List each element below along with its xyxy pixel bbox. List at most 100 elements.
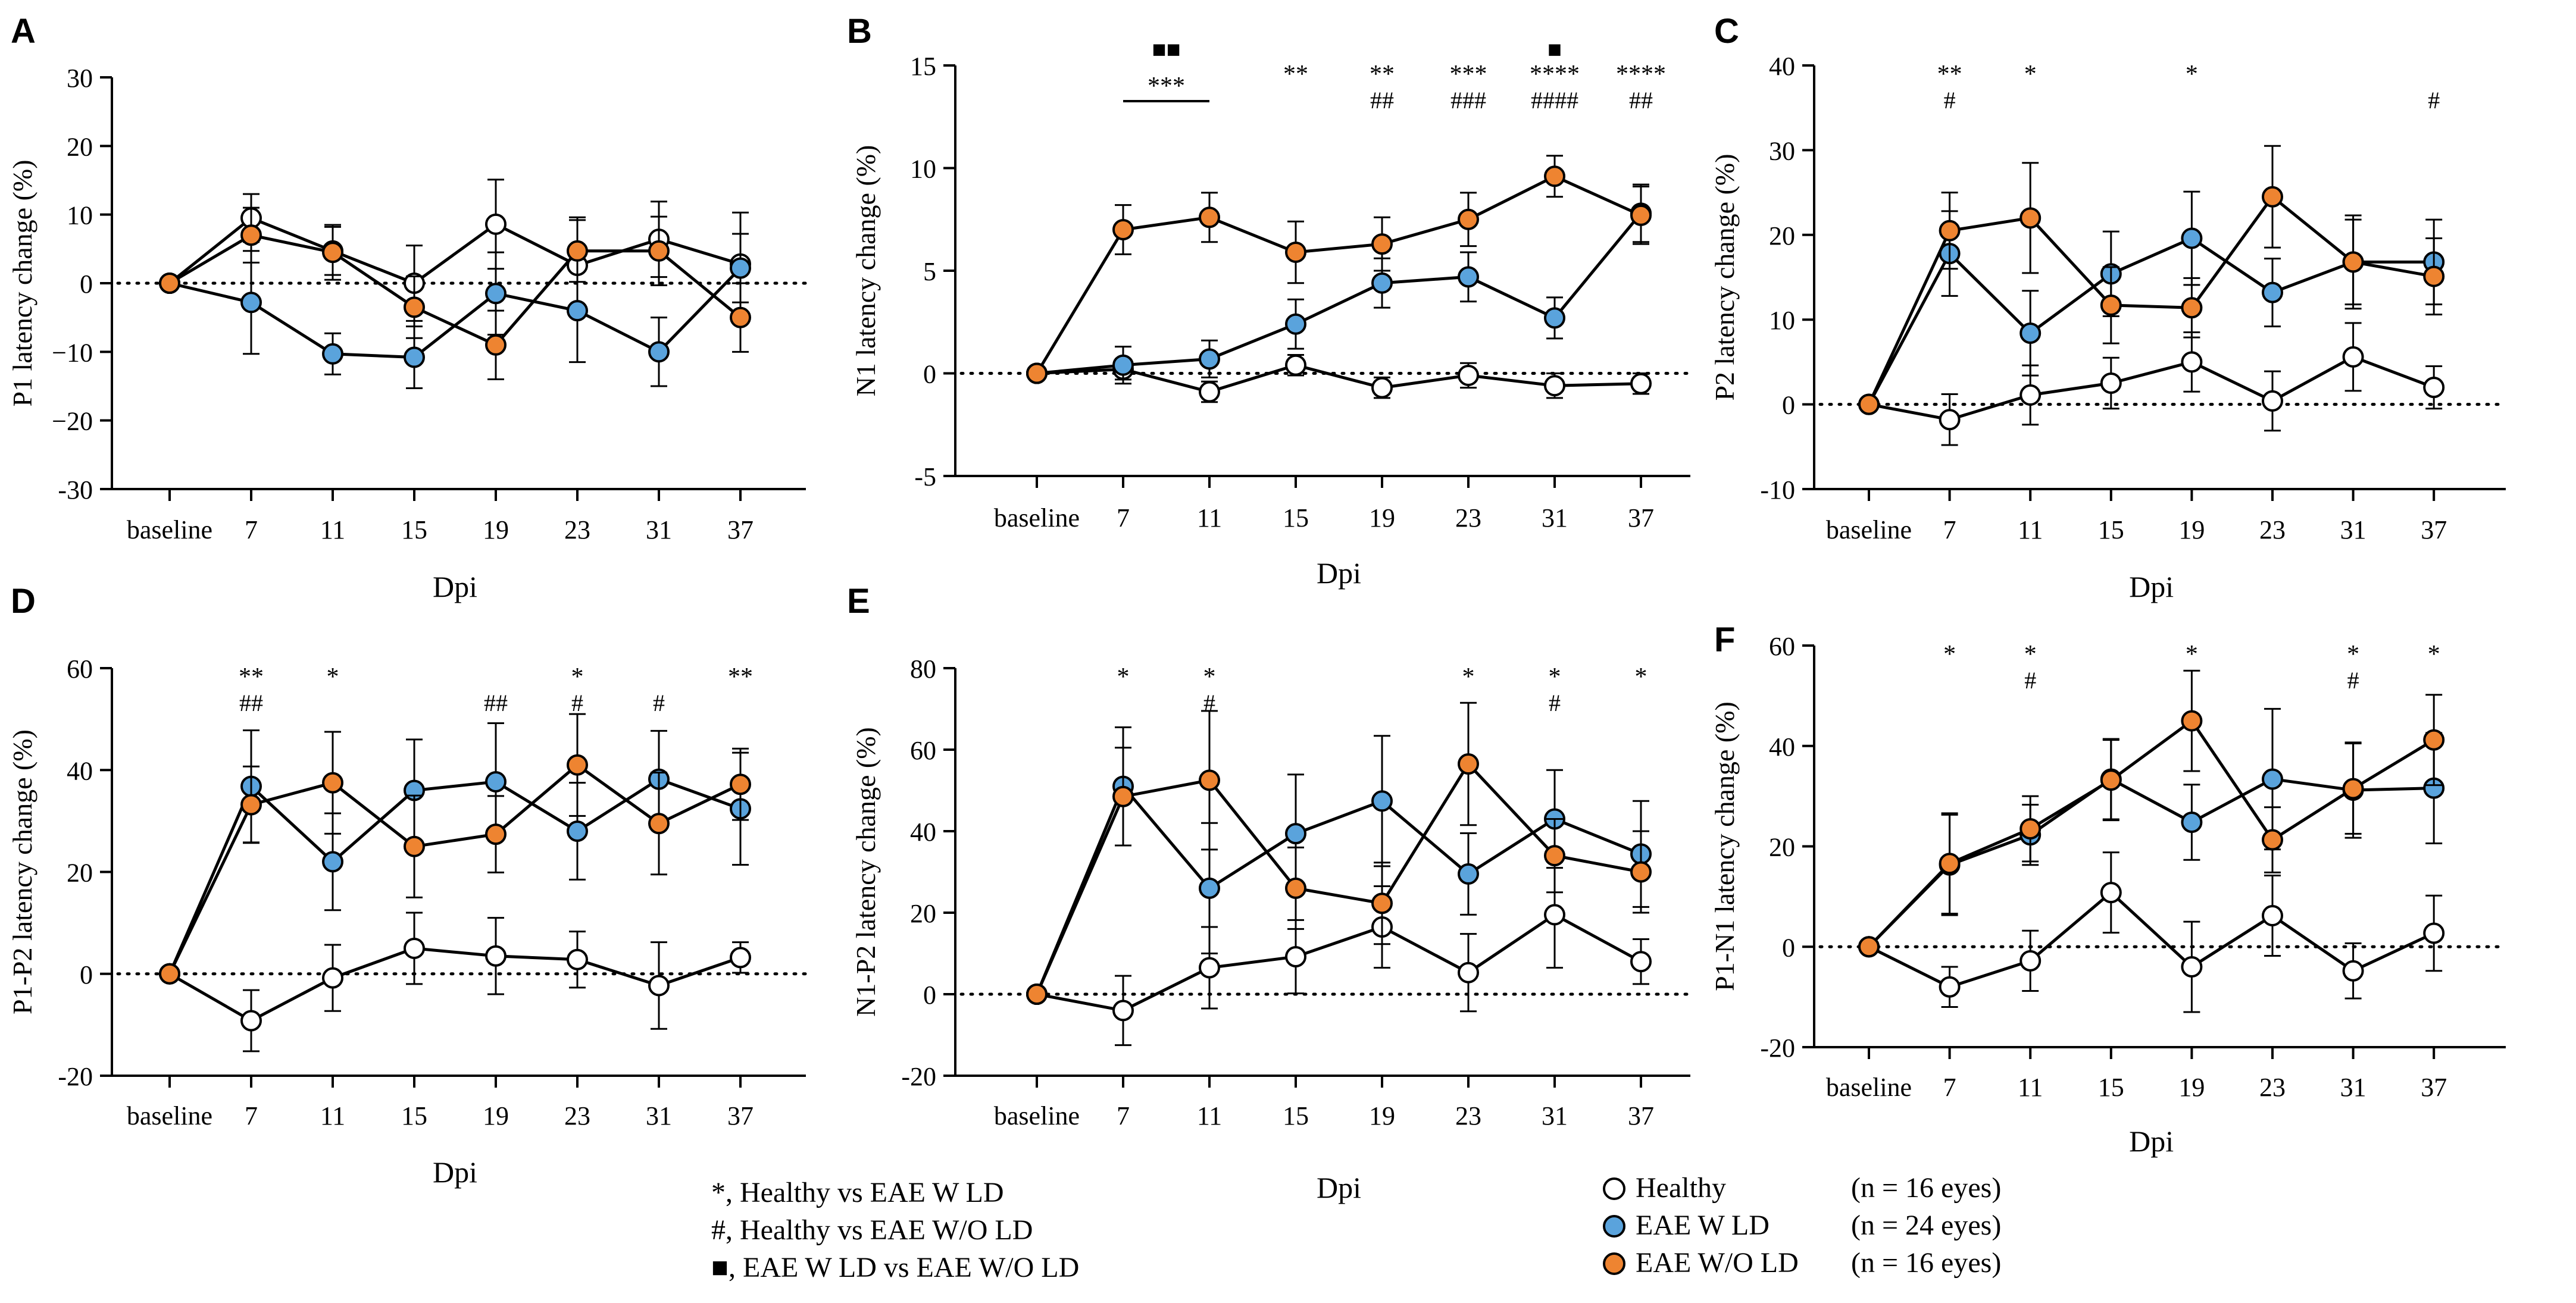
data-point: [2181, 297, 2203, 319]
x-tick-label: 7: [1943, 515, 1956, 544]
data-point: [1199, 769, 1220, 791]
data-point: [2342, 346, 2364, 368]
data-point: [2423, 729, 2445, 751]
data-point: [1371, 377, 1393, 399]
series-healthy: [1858, 322, 2445, 446]
data-point: [240, 224, 262, 246]
data-point: [1939, 220, 1961, 242]
data-point: [1285, 945, 1306, 967]
data-point: [404, 835, 425, 857]
data-point: [1939, 976, 1961, 998]
series-eae-wo-ld: [159, 206, 751, 380]
series-line: [1868, 890, 2435, 989]
star-annotation: **: [1370, 61, 1395, 88]
x-tick-label: 31: [1542, 503, 1568, 533]
data-point: [2100, 882, 2122, 904]
legend-marker: [1603, 1215, 1625, 1238]
square-annotation: ■■: [1152, 36, 1180, 62]
series-healthy: [1858, 851, 2445, 1013]
star-annotation: *: [2024, 61, 2037, 88]
star-annotation: *: [1117, 663, 1130, 691]
series-line: [168, 233, 742, 347]
y-axis-label: N1 latency change (%): [851, 145, 881, 397]
y-tick-label: 60: [67, 654, 93, 684]
panel-label: B: [847, 12, 872, 51]
star-annotation: *: [1549, 663, 1561, 691]
series-eae-wo-ld: [1858, 669, 2445, 958]
x-axis-label: Dpi: [1317, 1171, 1361, 1204]
y-tick-label: 0: [1782, 391, 1795, 420]
data-point: [1630, 951, 1652, 973]
data-point: [2342, 778, 2364, 800]
data-point: [1858, 936, 1880, 958]
data-point: [404, 346, 425, 368]
y-axis-label: P1 latency change (%): [7, 159, 37, 406]
x-tick-label: 37: [1628, 503, 1654, 533]
significance-legend-item: #, Healthy vs EAE W/O LD: [711, 1214, 1033, 1246]
data-point: [2100, 372, 2122, 394]
hash-annotation: #: [2347, 667, 2359, 694]
data-point: [1458, 208, 1479, 230]
hash-annotation: #: [2428, 87, 2440, 114]
data-point: [2262, 768, 2283, 790]
series-line: [1036, 913, 1642, 1013]
x-tick-label: 19: [1369, 503, 1395, 533]
data-point: [2262, 904, 2283, 926]
legend-marker: [1603, 1177, 1625, 1200]
legend-marker: [1603, 1252, 1625, 1275]
data-point: [1371, 790, 1393, 812]
y-axis-label: N1-P2 latency change (%): [851, 727, 881, 1017]
data-point: [2019, 817, 2042, 840]
x-tick-label: 37: [2421, 515, 2447, 544]
significance-legend-item: *, Healthy vs EAE W LD: [711, 1177, 1003, 1208]
series-healthy: [1026, 860, 1652, 1047]
star-annotation: *: [2186, 641, 2198, 668]
x-tick-label: 19: [483, 1101, 509, 1130]
star-annotation: *: [1635, 663, 1647, 691]
y-tick-label: 60: [910, 736, 936, 765]
y-tick-label: -30: [58, 475, 93, 505]
series-eae-w-ld: [1858, 707, 2445, 958]
y-tick-label: 40: [1769, 732, 1795, 762]
x-tick-label: 31: [2340, 515, 2366, 544]
data-point: [1458, 266, 1479, 288]
hash-annotation: #: [653, 690, 665, 716]
x-tick-label: 15: [2098, 1073, 2124, 1102]
data-point: [159, 272, 180, 294]
data-point: [1371, 892, 1393, 914]
x-tick-label: 23: [2259, 515, 2286, 544]
y-tick-label: 40: [910, 817, 936, 847]
panel-c: C 40 30 20 10 0 -10 P2 latency change (%) baseli…: [1709, 12, 2508, 603]
data-point: [567, 754, 588, 776]
data-point: [485, 770, 507, 793]
data-point: [1285, 877, 1306, 899]
data-point: [1026, 983, 1048, 1005]
data-point: [2342, 960, 2364, 982]
data-point: [2262, 829, 2283, 851]
series-line: [1035, 761, 1642, 995]
x-tick-label: 11: [320, 515, 345, 544]
significance-legend: *, Healthy vs EAE W LD #, Healthy vs EAE …: [711, 1177, 1079, 1283]
panel-label: A: [11, 12, 36, 51]
y-axis-label: P1-P2 latency change (%): [7, 729, 37, 1014]
star-annotation: *: [2347, 641, 2359, 668]
data-point: [1858, 393, 1880, 415]
y-tick-label: 20: [67, 132, 93, 161]
data-point: [730, 773, 751, 795]
group-legend: Healthy (n = 16 eyes) EAE W LD (n = 24 eyes…: [1603, 1172, 2001, 1279]
data-point: [648, 341, 670, 363]
legend-item-healthy: Healthy (n = 16 eyes): [1603, 1172, 2001, 1204]
legend-name: Healthy: [1636, 1172, 1726, 1204]
y-tick-label: 0: [80, 270, 93, 299]
y-tick-label: 30: [67, 64, 93, 93]
data-point: [2342, 251, 2364, 273]
series-line: [168, 777, 741, 975]
data-point: [2262, 281, 2283, 303]
y-tick-label: −20: [52, 407, 93, 436]
y-tick-label: 60: [1769, 632, 1795, 661]
x-tick-label: baseline: [1826, 515, 1912, 544]
legend-item-eae-wo-ld: EAE W/O LD (n = 16 eyes): [1603, 1247, 2001, 1279]
y-tick-label: -20: [901, 1062, 936, 1091]
significance-legend-item: ■, EAE W LD vs EAE W/O LD: [711, 1252, 1079, 1283]
data-point: [485, 334, 507, 356]
